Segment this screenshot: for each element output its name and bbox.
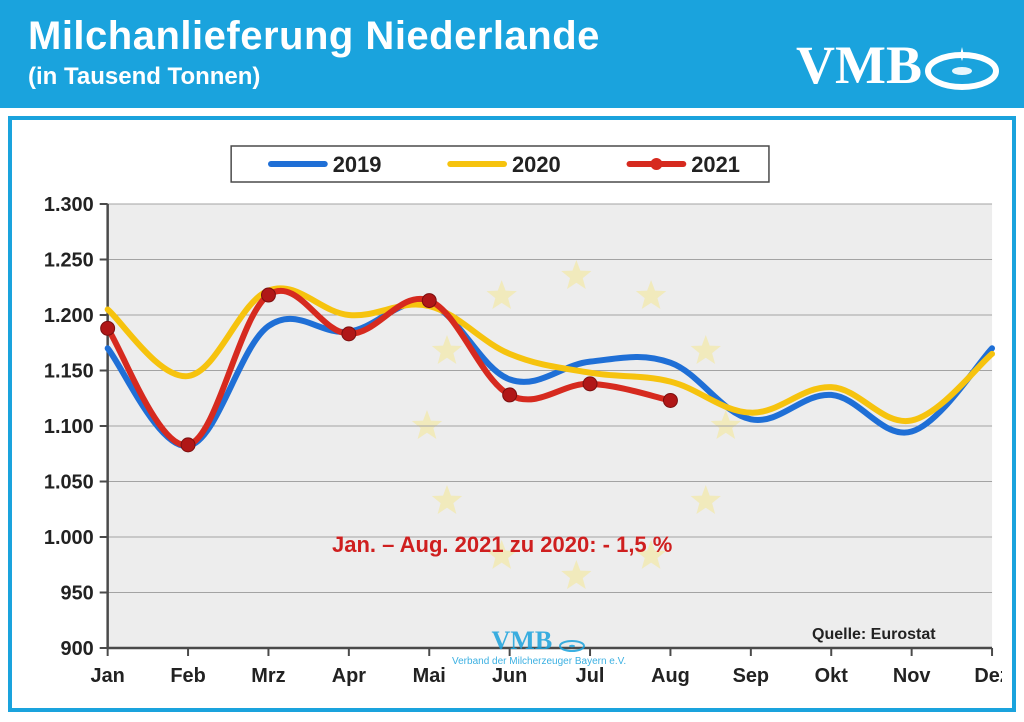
svg-text:Apr: Apr [332, 665, 367, 687]
svg-text:Mai: Mai [413, 665, 446, 687]
vmb-watermark: VMB Verband der Milcherzeuger Bayern e.V… [452, 626, 626, 667]
svg-text:Dez: Dez [974, 665, 1002, 687]
header: Milchanlieferung Niederlande (in Tausend… [0, 0, 1024, 108]
svg-text:1.150: 1.150 [44, 360, 94, 382]
source-label: Quelle: Eurostat [812, 626, 936, 644]
chart-annotation: Jan. – Aug. 2021 zu 2020: - 1,5 % [332, 532, 672, 558]
svg-text:900: 900 [61, 638, 94, 660]
svg-text:1.050: 1.050 [44, 471, 94, 493]
svg-text:Feb: Feb [170, 665, 205, 687]
vmb-logo: VMB [796, 34, 1002, 96]
svg-text:Mrz: Mrz [251, 665, 285, 687]
svg-text:2021: 2021 [691, 152, 740, 177]
svg-text:Jun: Jun [492, 665, 527, 687]
svg-text:2019: 2019 [333, 152, 382, 177]
svg-text:1.200: 1.200 [44, 305, 94, 327]
svg-text:2020: 2020 [512, 152, 561, 177]
vmb-watermark-main: VMB [492, 626, 553, 655]
svg-text:Aug: Aug [651, 665, 690, 687]
vmb-logo-text: VMB [796, 34, 922, 96]
svg-text:Sep: Sep [733, 665, 770, 687]
svg-text:Nov: Nov [893, 665, 931, 687]
svg-text:Jan: Jan [91, 665, 125, 687]
vmb-swoosh-small-icon [557, 635, 587, 653]
line-chart: 900 950 1.000 1.050 1.100 1.150 1.200 1.250 1.30… [22, 132, 1002, 702]
svg-text:950: 950 [61, 582, 94, 604]
vmb-swoosh-icon [922, 37, 1002, 93]
svg-text:1.250: 1.250 [44, 249, 94, 271]
svg-text:1.300: 1.300 [44, 194, 94, 216]
svg-text:Okt: Okt [815, 665, 849, 687]
svg-text:1.100: 1.100 [44, 416, 94, 438]
svg-text:1.000: 1.000 [44, 527, 94, 549]
chart-frame: 900 950 1.000 1.050 1.100 1.150 1.200 1.250 1.30… [8, 116, 1016, 712]
vmb-watermark-sub: Verband der Milcherzeuger Bayern e.V. [452, 656, 626, 667]
svg-text:Jul: Jul [576, 665, 605, 687]
